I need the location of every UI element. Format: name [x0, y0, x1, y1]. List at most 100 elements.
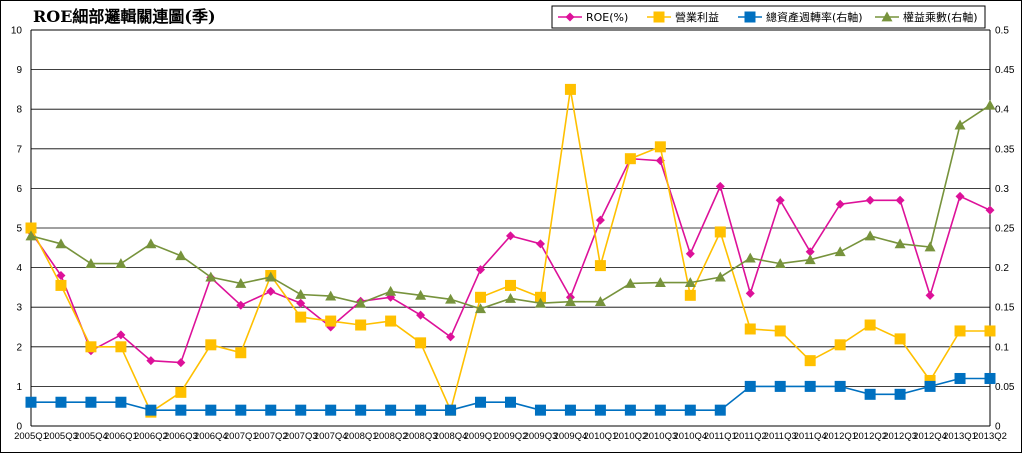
- data-point: [115, 258, 127, 269]
- x-tick-label: 2011Q3: [764, 431, 797, 442]
- left-tick-label: 5: [16, 224, 22, 235]
- data-point: [475, 303, 487, 314]
- left-axis-ticks: 0 1 2 3 4 5 6 7 8 9 10: [11, 26, 23, 433]
- right-tick-label: 0.25: [995, 224, 1015, 235]
- data-point: [564, 404, 576, 416]
- data-point: [265, 404, 277, 416]
- right-tick-label: 0.4: [995, 105, 1009, 116]
- x-tick-label: 2008Q2: [374, 431, 408, 442]
- x-tick-label: 2012Q3: [883, 431, 917, 442]
- data-point: [295, 404, 307, 416]
- chart-title: ROE細部邏輯關連圖(季): [33, 7, 216, 26]
- data-point: [894, 388, 906, 400]
- data-point: [715, 181, 725, 191]
- data-point: [534, 404, 546, 416]
- left-tick-label: 3: [16, 303, 22, 314]
- data-point: [865, 195, 875, 205]
- x-tick-label: 2011Q1: [704, 431, 737, 442]
- data-point: [325, 404, 337, 416]
- data-point: [205, 339, 217, 351]
- data-point: [594, 260, 606, 272]
- data-point: [534, 291, 546, 303]
- data-point: [954, 372, 966, 384]
- data-point: [115, 341, 127, 353]
- right-tick-label: 0.05: [995, 382, 1015, 393]
- right-tick-label: 0.35: [995, 144, 1015, 155]
- data-point: [685, 249, 695, 259]
- data-point: [25, 230, 37, 241]
- right-tick-label: 0.3: [995, 184, 1009, 195]
- data-point: [774, 258, 786, 269]
- data-point: [445, 404, 457, 416]
- data-point: [505, 396, 516, 408]
- data-point: [684, 289, 696, 301]
- grid-lines: [30, 29, 991, 427]
- data-point: [894, 238, 906, 249]
- series-0: [26, 154, 995, 368]
- legend: ROE(%) 營業利益 總資產週轉率(右軸) 權益乘數(右軸): [551, 5, 986, 29]
- data-point: [415, 404, 427, 416]
- data-point: [325, 315, 337, 327]
- x-axis-ticks: 2005Q12005Q32005Q42006Q12006Q22006Q32006…: [14, 431, 1007, 442]
- data-point: [85, 341, 97, 353]
- data-point: [175, 404, 187, 416]
- data-point: [535, 239, 545, 249]
- data-point: [744, 323, 756, 335]
- x-tick-label: 2008Q4: [434, 431, 468, 442]
- series-1: [25, 83, 996, 418]
- data-point: [176, 358, 186, 368]
- left-tick-label: 8: [16, 105, 22, 116]
- data-point: [325, 290, 337, 301]
- x-tick-label: 2012Q2: [853, 431, 887, 442]
- data-point: [595, 215, 605, 225]
- left-tick-label: 1: [16, 382, 22, 393]
- data-point: [235, 347, 247, 359]
- data-point: [446, 332, 456, 342]
- x-tick-label: 2006Q2: [134, 431, 168, 442]
- data-point: [205, 404, 217, 416]
- data-point: [295, 311, 307, 323]
- data-point: [834, 246, 846, 257]
- x-tick-label: 2006Q3: [164, 431, 198, 442]
- data-point: [714, 404, 726, 416]
- data-point: [624, 277, 636, 288]
- data-point: [984, 325, 996, 337]
- series-2: [25, 372, 996, 416]
- data-point: [744, 11, 756, 23]
- x-tick-label: 2010Q3: [643, 431, 677, 442]
- data-point: [476, 265, 486, 275]
- data-point: [881, 11, 893, 22]
- left-tick-label: 7: [16, 144, 22, 155]
- legend-label: 權益乘數(右軸): [903, 10, 978, 24]
- x-tick-label: 2005Q4: [74, 431, 108, 442]
- data-point: [445, 293, 457, 304]
- left-tick-label: 10: [11, 26, 23, 37]
- data-point: [835, 199, 845, 209]
- right-tick-label: 0.45: [995, 65, 1015, 76]
- left-tick-label: 2: [16, 342, 22, 353]
- data-point: [594, 404, 606, 416]
- data-point: [744, 380, 756, 392]
- data-point: [115, 396, 127, 408]
- data-point: [624, 404, 636, 416]
- x-tick-label: 2005Q3: [44, 431, 78, 442]
- data-point: [564, 296, 576, 307]
- data-point: [175, 386, 187, 398]
- data-point: [25, 222, 37, 234]
- data-point: [565, 12, 575, 22]
- x-tick-label: 2010Q1: [584, 431, 618, 442]
- x-tick-label: 2009Q1: [464, 431, 498, 442]
- data-point: [654, 141, 666, 153]
- data-point: [475, 396, 487, 408]
- data-point: [296, 298, 306, 308]
- legend-label: 營業利益: [675, 10, 719, 24]
- series-layer: [25, 83, 996, 418]
- data-point: [55, 238, 67, 249]
- data-point: [505, 292, 516, 303]
- series-3: [25, 99, 996, 314]
- data-point: [116, 330, 126, 340]
- data-point: [954, 119, 966, 130]
- data-point: [55, 396, 67, 408]
- data-point: [506, 231, 515, 241]
